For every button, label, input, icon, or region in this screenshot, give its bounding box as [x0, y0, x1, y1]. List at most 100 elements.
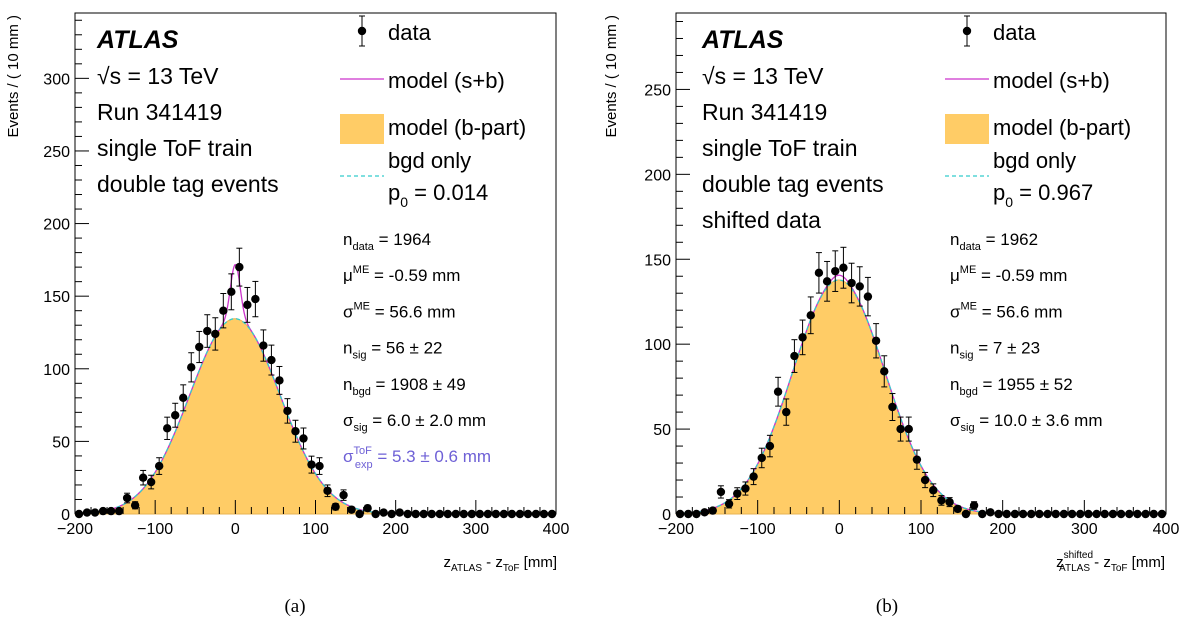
fit-stat: nsig = 56 ± 22: [343, 339, 443, 362]
legend-bgd-label: bgd only: [388, 148, 471, 173]
y-tick-label: 250: [43, 144, 70, 161]
data-point: [749, 472, 758, 481]
data-point: [969, 501, 979, 510]
data-point: [1157, 509, 1167, 519]
data-point: [379, 508, 388, 517]
data-point: [814, 268, 824, 278]
y-tick-label: 100: [644, 337, 671, 354]
y-tick-label: 150: [644, 252, 671, 269]
data-point: [443, 509, 452, 519]
data-point: [106, 506, 116, 516]
data-point: [888, 402, 897, 412]
x-tick-label: 100: [302, 521, 329, 538]
data-point: [195, 342, 204, 352]
y-tick-label: 0: [662, 507, 671, 524]
data-point: [347, 505, 356, 514]
data-point: [531, 509, 541, 519]
panel-caption: (b): [876, 596, 898, 617]
data-point: [741, 484, 750, 493]
data-point: [219, 306, 228, 315]
data-point: [929, 486, 938, 495]
data-point: [307, 460, 316, 469]
data-point: [267, 355, 276, 365]
data-point: [419, 509, 428, 519]
legend-data-marker: [357, 26, 367, 36]
data-point: [961, 509, 971, 519]
y-axis-title: Events / ( 10 mm ): [5, 15, 22, 138]
data-point: [162, 424, 172, 433]
x-tick-label: −100: [740, 521, 776, 538]
fit-stat: nbgd = 1908 ± 49: [343, 375, 466, 398]
fit-stat: σsig = 10.0 ± 3.6 mm: [950, 411, 1102, 434]
data-point: [937, 496, 946, 505]
x-tick-label: −100: [137, 521, 173, 538]
legend-data-label: data: [388, 20, 432, 45]
data-point: [1133, 509, 1142, 519]
data-point: [920, 475, 930, 485]
y-tick-label: 100: [43, 362, 70, 379]
data-point: [483, 509, 493, 519]
data-point: [994, 509, 1003, 519]
data-point: [459, 509, 469, 519]
data-point: [675, 509, 685, 519]
atlas-label: ATLAS: [701, 26, 784, 54]
x-tick-label: −200: [57, 521, 93, 538]
data-point: [435, 509, 444, 519]
fit-stat: nsig = 7 ± 23: [950, 339, 1040, 362]
data-point: [539, 509, 549, 519]
x-tick-label: 400: [543, 521, 570, 538]
data-point: [515, 509, 525, 519]
data-point: [871, 336, 881, 345]
data-point: [831, 266, 840, 276]
data-point: [782, 407, 791, 417]
data-point: [475, 509, 485, 519]
data-point: [1141, 509, 1150, 519]
data-point: [1067, 509, 1077, 519]
y-tick-label: 300: [43, 71, 70, 88]
fit-stat: ndata = 1964: [343, 230, 431, 253]
data-point: [1035, 509, 1044, 519]
data-point: [179, 393, 188, 403]
data-point: [82, 508, 92, 517]
data-point: [547, 509, 557, 519]
data-point: [275, 376, 284, 385]
data-point: [1059, 509, 1069, 519]
info-line: √s = 13 TeV: [97, 63, 219, 89]
data-point: [953, 504, 962, 514]
data-point: [700, 508, 709, 517]
data-point: [403, 509, 412, 519]
data-point: [122, 493, 132, 503]
y-tick-label: 200: [644, 167, 671, 184]
info-line: Run 341419: [702, 99, 827, 125]
data-point: [978, 509, 987, 519]
plot-a: −200 −100 0 100 200 300 400 0 50 100 150 200 250 300 A…: [5, 12, 570, 617]
x-tick-label: 300: [462, 521, 489, 538]
data-point: [523, 509, 533, 519]
data-point: [863, 292, 873, 301]
x-axis-title: zATLAS - zToF [mm]: [444, 554, 557, 574]
data-point: [146, 477, 156, 487]
data-point: [74, 509, 84, 519]
info-line: √s = 13 TeV: [702, 63, 824, 89]
data-point: [227, 287, 236, 297]
legend-model-sb-label: model (s+b): [388, 68, 505, 93]
data-point: [1084, 509, 1093, 519]
y-tick-label: 250: [644, 82, 671, 99]
data-point: [98, 506, 108, 516]
data-point: [1051, 509, 1060, 519]
data-point: [716, 487, 726, 497]
legend-p0-value: p0 = 0.967: [993, 180, 1093, 210]
data-point: [1092, 509, 1101, 519]
info-line: shifted data: [702, 207, 821, 233]
legend-p0-value: p0 = 0.014: [388, 180, 488, 210]
data-point: [243, 300, 252, 310]
data-point: [371, 509, 380, 519]
data-point: [904, 424, 913, 434]
data-point: [880, 367, 889, 376]
panel-caption: (a): [284, 596, 305, 617]
legend-model-sb-label: model (s+b): [993, 68, 1110, 93]
data-point: [847, 278, 856, 288]
x-tick-label: −200: [658, 521, 694, 538]
fit-stat: σME = 56.6 mm: [950, 300, 1063, 321]
data-point: [251, 294, 260, 304]
